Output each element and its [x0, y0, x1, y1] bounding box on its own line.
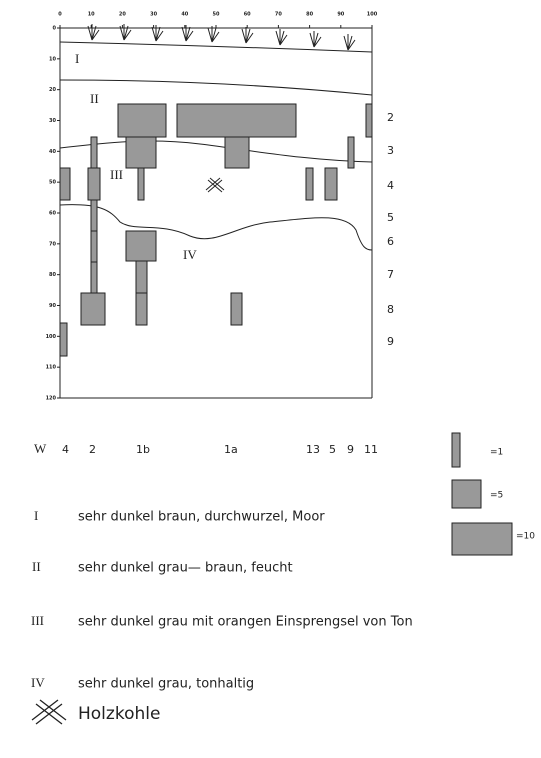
x-tick-label: 50 [213, 12, 220, 18]
y-tick-label: 100 [46, 334, 57, 340]
y-tick-label: 50 [49, 180, 56, 186]
right-numbers: 2 3 4 5 6 7 8 9 [387, 111, 394, 348]
row-number: 9 [387, 335, 394, 348]
x-tick-label: 30 [150, 12, 157, 18]
x-tick-label: 20 [119, 12, 126, 18]
y-tick-label: 110 [46, 365, 57, 371]
x-tick-label: 70 [275, 12, 282, 18]
legend-label: =10 [516, 532, 535, 542]
x-tick-label: 0 [58, 12, 62, 18]
y-tick-label: 40 [49, 149, 56, 155]
desc-numeral: II [32, 559, 41, 574]
w-item: 9 [347, 443, 354, 456]
y-tick-label: 70 [49, 241, 56, 247]
axis-ticks: 0 10 20 30 40 50 60 70 80 90 100 0 10 20 30 40 50 60 70 80 9… [46, 12, 378, 402]
w-item: 4 [62, 443, 69, 456]
row-number: 4 [387, 179, 394, 192]
y-tick-label: 10 [49, 56, 56, 62]
desc-text: sehr dunkel grau, tonhaltig [78, 677, 254, 692]
w-item: 2 [89, 443, 96, 456]
descriptions: I sehr dunkel braun, durchwurzel, Moor I… [31, 508, 413, 692]
x-tick-label: 90 [337, 12, 344, 18]
layer-label: II [90, 91, 99, 106]
x-tick-label: 60 [244, 12, 251, 18]
w-row: W 4 2 1b 1a 13 5 9 11 [34, 441, 378, 456]
y-tick-label: 120 [46, 396, 57, 402]
y-tick-label: 0 [53, 26, 57, 32]
layer-label: I [75, 51, 79, 66]
layer-label: III [110, 167, 123, 182]
x-tick-label: 40 [181, 12, 188, 18]
desc-text: sehr dunkel braun, durchwurzel, Moor [78, 510, 325, 525]
legend-label: =5 [490, 491, 503, 501]
layer-label: IV [183, 247, 197, 262]
grass-symbols [87, 24, 356, 51]
layer-boundaries [59, 41, 373, 251]
x-tick-label: 10 [88, 12, 95, 18]
row-number: 7 [387, 268, 394, 281]
row-number: 3 [387, 144, 394, 157]
y-tick-label: 90 [49, 303, 56, 309]
y-tick-label: 20 [49, 87, 56, 93]
row-number: 5 [387, 211, 394, 224]
charcoal-icon [31, 699, 67, 725]
legend-box [451, 479, 482, 509]
desc-text: sehr dunkel grau— braun, feucht [78, 561, 293, 576]
x-tick-label: 100 [367, 12, 378, 18]
row-number: 8 [387, 303, 394, 316]
row-number: 6 [387, 235, 394, 248]
legend: =1 =5 =10 [451, 432, 535, 556]
legend-label: =1 [490, 448, 503, 458]
x-tick-label: 80 [306, 12, 313, 18]
charcoal-symbol [205, 177, 225, 193]
legend-box [451, 432, 461, 468]
desc-numeral: I [34, 508, 38, 523]
charcoal-label: Holzkohle [78, 704, 160, 724]
find-boxes [59, 103, 373, 357]
w-item: 5 [329, 443, 336, 456]
desc-numeral: IV [31, 675, 45, 690]
w-item: 13 [306, 443, 320, 456]
legend-box [451, 522, 513, 556]
desc-text: sehr dunkel grau mit orangen Einsprengse… [78, 615, 413, 630]
row-number: 2 [387, 111, 394, 124]
desc-numeral: III [31, 613, 44, 628]
w-item: 11 [364, 443, 378, 456]
y-tick-label: 60 [49, 211, 56, 217]
w-item: 1a [224, 443, 238, 456]
y-tick-label: 80 [49, 272, 56, 278]
y-tick-label: 30 [49, 118, 56, 124]
w-label: W [34, 441, 47, 456]
w-item: 1b [136, 443, 150, 456]
